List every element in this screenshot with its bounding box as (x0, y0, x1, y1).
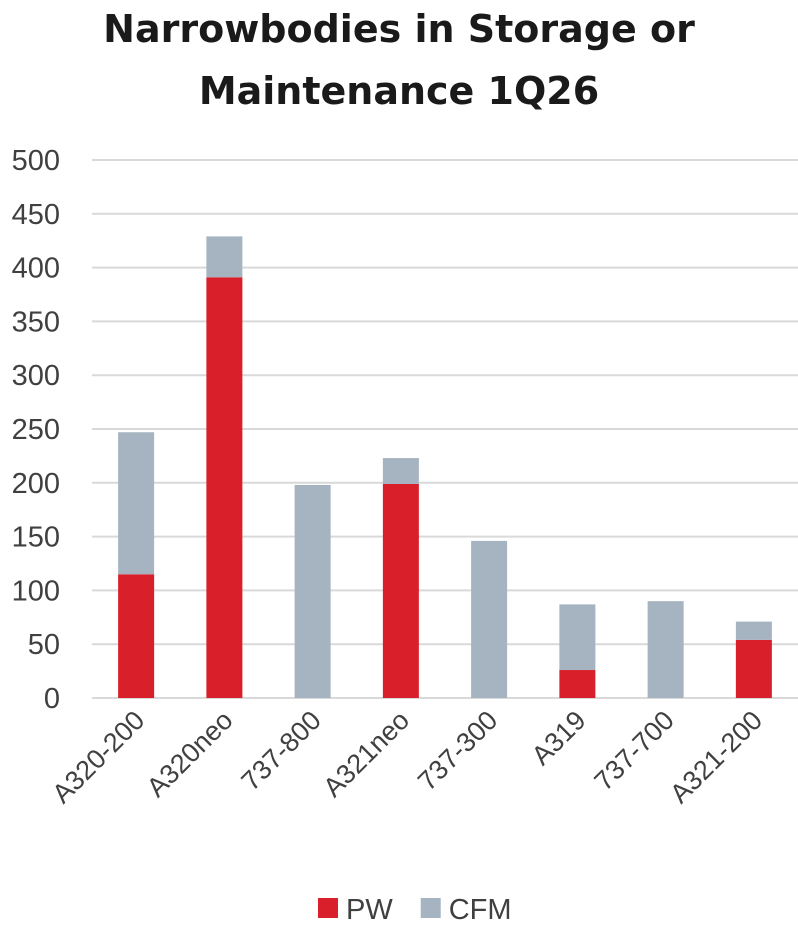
legend-swatch-pw (318, 898, 338, 918)
bar-cfm-737-300 (471, 540, 508, 698)
bar-cfm-a320neo (206, 236, 243, 278)
x-tick-label: A321neo (317, 705, 415, 803)
bar-cfm-a320-200 (118, 432, 155, 575)
y-tick-label: 100 (12, 575, 60, 607)
y-tick-label: 400 (12, 253, 60, 285)
legend-label-pw: PW (346, 894, 393, 926)
y-tick-label: 250 (12, 414, 60, 446)
y-tick-label: 0 (44, 683, 60, 715)
x-tick-label: A320-200 (46, 705, 150, 809)
bar-pw-a321-200 (735, 639, 772, 698)
bar-pw-a319 (559, 670, 596, 698)
chart-title-line-2: Maintenance 1Q26 (199, 69, 599, 113)
y-axis-ticks: 0 50 100 150 200 250 300 350 400 450 500 (12, 145, 60, 715)
x-tick-label: A320neo (141, 705, 239, 803)
x-tick-label: A321-200 (664, 705, 768, 809)
bar-cfm-a319 (559, 604, 596, 671)
chart-title-line-1: Narrowbodies in Storage or (103, 7, 695, 51)
legend: PW CFM (318, 894, 512, 926)
x-tick-label: 737-300 (412, 705, 503, 796)
bar-cfm-737-800 (294, 484, 331, 698)
bars (118, 236, 772, 698)
y-tick-label: 500 (12, 145, 60, 177)
y-tick-label: 350 (12, 306, 60, 338)
y-tick-label: 450 (12, 199, 60, 231)
bar-pw-a320neo (206, 277, 243, 698)
x-tick-label: 737-800 (236, 705, 327, 796)
bar-cfm-a321-200 (735, 621, 772, 640)
bar-pw-a320-200 (118, 574, 155, 698)
bar-cfm-737-700 (647, 601, 684, 698)
x-tick-label: A319 (526, 705, 592, 771)
y-tick-label: 300 (12, 360, 60, 392)
bar-cfm-a321neo (382, 458, 419, 484)
legend-swatch-cfm (420, 898, 441, 918)
y-tick-label: 150 (12, 522, 60, 554)
gridlines (92, 159, 798, 699)
x-tick-label: 737-700 (589, 705, 680, 796)
bar-pw-a321neo (382, 483, 419, 698)
y-tick-label: 200 (12, 468, 60, 500)
legend-label-cfm: CFM (449, 894, 512, 926)
y-tick-label: 50 (28, 629, 60, 661)
